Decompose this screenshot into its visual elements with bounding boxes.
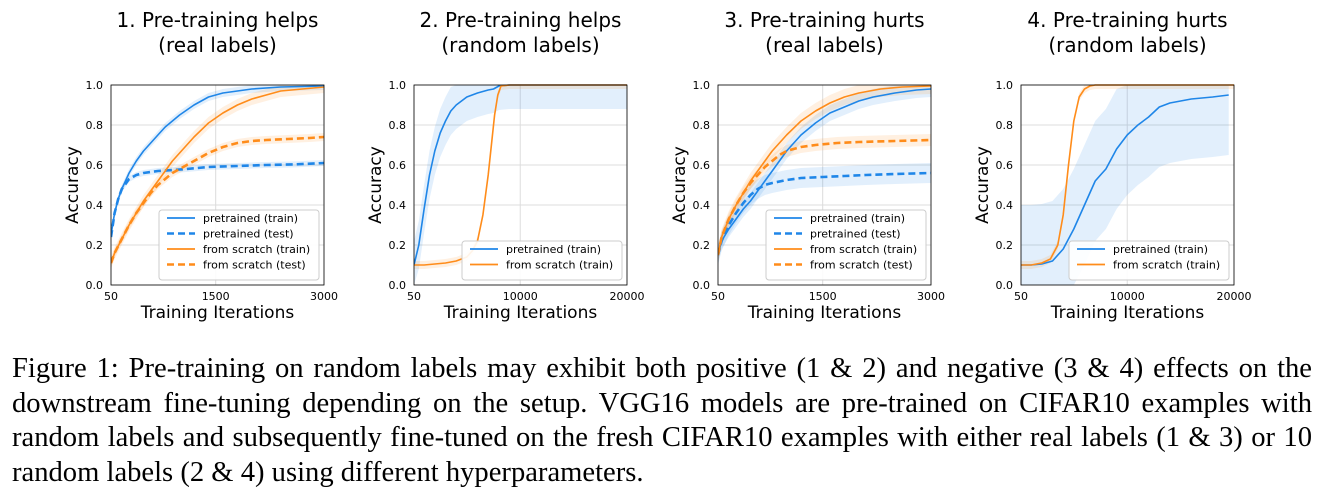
x-axis-label: Training Iterations	[1050, 303, 1205, 323]
y-tick-label: 1.0	[389, 79, 407, 92]
y-tick-label: 0.6	[693, 159, 711, 172]
series-band	[718, 85, 931, 263]
legend-box	[158, 209, 320, 281]
legend-label: from scratch (train)	[1113, 259, 1220, 272]
y-tick-label: 1.0	[86, 79, 104, 92]
chart-panel-1: 1. Pre-training helps(real labels) 0.0 0.2…	[63, 8, 338, 323]
y-tick-label: 0.6	[996, 159, 1014, 172]
legend-label: from scratch (train)	[203, 243, 310, 256]
y-tick-label: 0.0	[86, 279, 104, 292]
series-band	[111, 85, 324, 269]
x-tick-label: 10000	[1110, 290, 1145, 303]
y-tick-label: 0.0	[389, 279, 407, 292]
axes-frame	[1020, 84, 1235, 286]
series-line	[718, 138, 931, 256]
legend-label: pretrained (test)	[203, 228, 294, 241]
chart-title-line: 2. Pre-training helps	[420, 8, 622, 32]
series-band	[414, 85, 627, 285]
y-tick-label: 0.2	[996, 239, 1014, 252]
y-tick-label: 0.0	[693, 279, 711, 292]
y-axis-label: Accuracy	[973, 146, 993, 224]
x-tick-label: 50	[104, 290, 118, 303]
y-tick-label: 0.8	[693, 119, 711, 132]
x-tick-label: 1500	[202, 290, 230, 303]
legend-label: pretrained (train)	[1113, 243, 1208, 256]
series-line	[718, 171, 931, 256]
y-tick-label: 1.0	[693, 79, 711, 92]
y-tick-label: 0.2	[693, 239, 711, 252]
legend-box	[461, 240, 623, 281]
chart-title-line: 4. Pre-training hurts	[1027, 8, 1227, 32]
x-tick-label: 20000	[1217, 290, 1252, 303]
plot-area	[718, 85, 931, 265]
x-tick-label: 50	[1014, 290, 1028, 303]
series-band	[718, 85, 931, 263]
y-tick-label: 0.2	[389, 239, 407, 252]
axes-frame	[413, 84, 628, 286]
x-axis-label: Training Iterations	[443, 303, 598, 323]
series-line	[414, 84, 627, 266]
legend-label: pretrained (train)	[203, 212, 298, 225]
y-axis-label: Accuracy	[63, 146, 83, 224]
legend-label: from scratch (test)	[203, 259, 306, 272]
axes-frame	[717, 84, 932, 286]
chart-title-line: (random labels)	[441, 33, 599, 57]
y-tick-label: 0.4	[693, 199, 711, 212]
legend-label: pretrained (train)	[810, 212, 905, 225]
y-tick-label: 0.4	[389, 199, 407, 212]
plot-area	[1021, 84, 1234, 285]
y-axis-label: Accuracy	[366, 146, 386, 224]
series-band	[1021, 85, 1229, 285]
series-line	[718, 88, 931, 256]
chart-title-line: 1. Pre-training helps	[117, 8, 319, 32]
chart-panel-3: 3. Pre-training hurts(real labels) 0.0 0.2…	[670, 8, 945, 323]
series-line	[1021, 84, 1234, 266]
y-tick-label: 0.6	[86, 159, 104, 172]
y-tick-label: 0.4	[86, 199, 104, 212]
x-axis-label: Training Iterations	[747, 303, 902, 323]
legend-label: pretrained (test)	[810, 228, 901, 241]
chart-title-line: (real labels)	[765, 33, 884, 57]
legend-label: from scratch (train)	[506, 259, 613, 272]
x-tick-label: 3000	[917, 290, 945, 303]
figure-caption: Figure 1: Pre-training on random labels …	[12, 353, 1312, 488]
y-tick-label: 0.8	[996, 119, 1014, 132]
plot-area	[414, 84, 627, 285]
x-tick-label: 1500	[809, 290, 837, 303]
chart-panel-2: 2. Pre-training helps(random labels) 0.0 0…	[366, 8, 645, 323]
y-tick-label: 0.2	[86, 239, 104, 252]
y-tick-label: 0.8	[86, 119, 104, 132]
series-line	[1021, 94, 1229, 266]
legend-label: from scratch (test)	[810, 259, 913, 272]
y-tick-label: 0.8	[389, 119, 407, 132]
x-tick-label: 3000	[310, 290, 338, 303]
legend-box	[765, 209, 927, 281]
series-line	[718, 85, 931, 256]
x-tick-label: 50	[407, 290, 421, 303]
series-line	[111, 135, 324, 264]
plot-area	[111, 85, 324, 269]
x-tick-label: 10000	[503, 290, 538, 303]
y-tick-label: 0.4	[996, 199, 1014, 212]
legend-label: pretrained (train)	[506, 243, 601, 256]
y-tick-label: 0.6	[389, 159, 407, 172]
series-line	[414, 84, 627, 266]
x-tick-label: 50	[711, 290, 725, 303]
chart-title-line: (real labels)	[158, 33, 277, 57]
figure-panels: 1. Pre-training helps(real labels)0.00.2…	[63, 8, 1252, 323]
x-axis-label: Training Iterations	[140, 303, 295, 323]
y-tick-label: 1.0	[996, 79, 1014, 92]
x-tick-label: 20000	[610, 290, 645, 303]
y-axis-label: Accuracy	[670, 146, 690, 224]
chart-panel-4: 4. Pre-training hurts(random labels) 0.0 0…	[973, 8, 1252, 323]
series-band	[718, 163, 931, 265]
y-tick-label: 0.0	[996, 279, 1014, 292]
axes-frame	[110, 84, 325, 286]
series-line	[111, 161, 324, 238]
legend-label: from scratch (train)	[810, 243, 917, 256]
series-band	[718, 134, 931, 261]
legend-box	[1068, 240, 1230, 281]
chart-title-line: 3. Pre-training hurts	[724, 8, 924, 32]
chart-title-line: (random labels)	[1048, 33, 1206, 57]
